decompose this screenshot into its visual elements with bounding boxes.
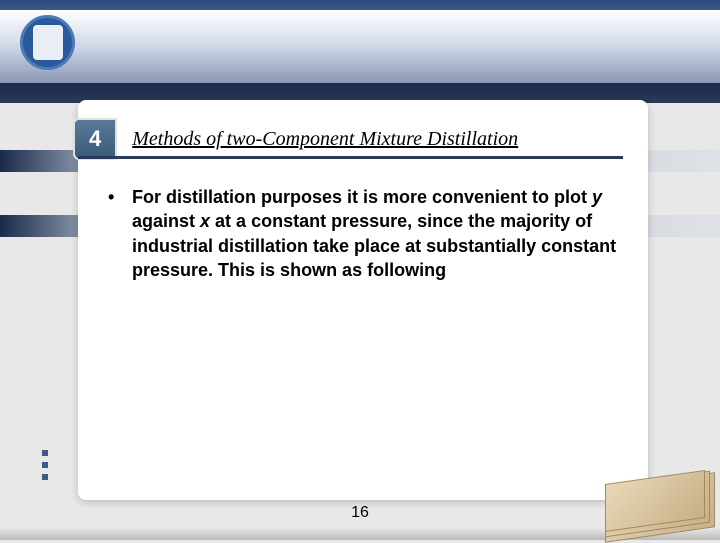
body-text: • For distillation purposes it is more c… xyxy=(108,185,618,282)
body-mid: against xyxy=(132,211,200,231)
tab-underline xyxy=(78,156,623,159)
chapter-title: Methods of two-Component Mixture Distill… xyxy=(117,128,538,151)
bullet-item: • For distillation purposes it is more c… xyxy=(108,185,618,282)
book-corner-icon xyxy=(590,465,720,540)
page-number: 16 xyxy=(351,504,369,522)
chapter-number: 4 xyxy=(73,118,117,160)
body-prefix: For distillation purposes it is more con… xyxy=(132,187,592,207)
header-area xyxy=(0,10,720,100)
body-var-y: y xyxy=(592,187,602,207)
content-panel: 4 Methods of two-Component Mixture Disti… xyxy=(78,100,648,500)
bullet-icon: • xyxy=(108,185,132,282)
body-var-x: x xyxy=(200,211,210,231)
chapter-tab: 4 Methods of two-Component Mixture Disti… xyxy=(73,118,538,160)
left-accent xyxy=(30,100,65,500)
top-bar xyxy=(0,0,720,10)
org-logo xyxy=(20,15,75,70)
body-paragraph: For distillation purposes it is more con… xyxy=(132,185,618,282)
logo-glyph xyxy=(33,25,63,60)
